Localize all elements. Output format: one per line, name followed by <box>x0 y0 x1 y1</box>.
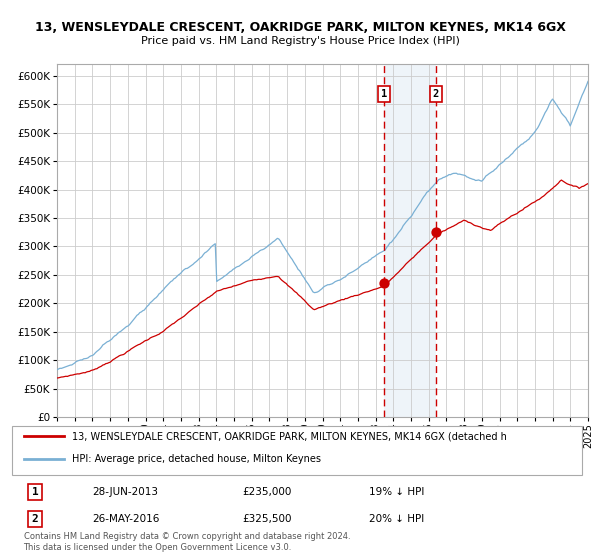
Text: 1: 1 <box>32 487 38 497</box>
Text: 2: 2 <box>433 90 439 99</box>
Text: HPI: Average price, detached house, Milton Keynes: HPI: Average price, detached house, Milt… <box>73 454 322 464</box>
Text: £325,500: £325,500 <box>242 514 292 524</box>
FancyBboxPatch shape <box>12 426 582 475</box>
Point <box>431 227 440 236</box>
Text: 28-JUN-2013: 28-JUN-2013 <box>92 487 158 497</box>
Text: 26-MAY-2016: 26-MAY-2016 <box>92 514 160 524</box>
Text: 20% ↓ HPI: 20% ↓ HPI <box>369 514 424 524</box>
Point <box>379 279 389 288</box>
Text: 19% ↓ HPI: 19% ↓ HPI <box>369 487 424 497</box>
Text: £235,000: £235,000 <box>242 487 292 497</box>
Text: 13, WENSLEYDALE CRESCENT, OAKRIDGE PARK, MILTON KEYNES, MK14 6GX (detached h: 13, WENSLEYDALE CRESCENT, OAKRIDGE PARK,… <box>73 431 508 441</box>
Text: Price paid vs. HM Land Registry's House Price Index (HPI): Price paid vs. HM Land Registry's House … <box>140 36 460 46</box>
Text: 1: 1 <box>381 90 388 99</box>
Text: 13, WENSLEYDALE CRESCENT, OAKRIDGE PARK, MILTON KEYNES, MK14 6GX: 13, WENSLEYDALE CRESCENT, OAKRIDGE PARK,… <box>35 21 565 34</box>
Text: Contains HM Land Registry data © Crown copyright and database right 2024.
This d: Contains HM Land Registry data © Crown c… <box>23 531 350 553</box>
Bar <box>384 64 436 417</box>
Text: 2: 2 <box>32 514 38 524</box>
